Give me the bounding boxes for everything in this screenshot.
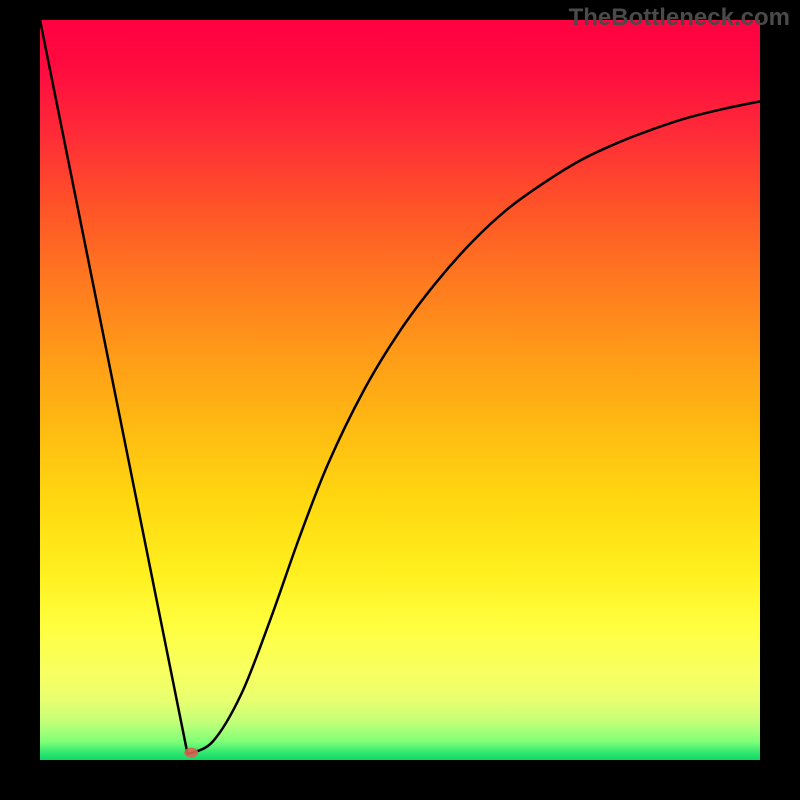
bottleneck-chart [0,0,800,800]
optimal-marker [184,748,198,758]
chart-container: TheBottleneck.com [0,0,800,800]
plot-background [40,20,760,760]
watermark-text: TheBottleneck.com [569,4,790,32]
